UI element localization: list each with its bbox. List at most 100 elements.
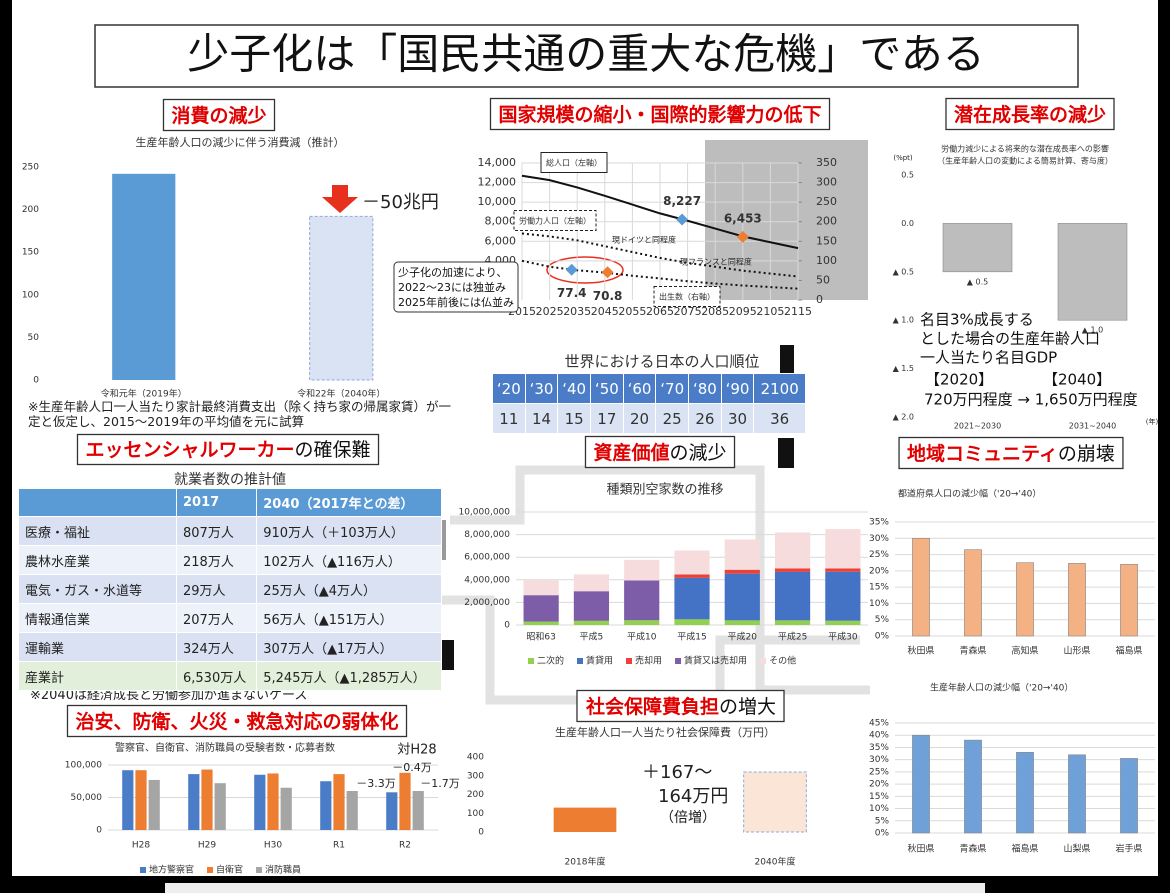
bar: [1120, 758, 1138, 834]
line-series: [521, 232, 799, 278]
rank-table: ‘20 ‘30 ‘40 ‘50 ‘60 ‘70 ‘80 ‘90 2100 11 14 15 17 20 25…: [492, 373, 806, 434]
rank-cell: 11: [492, 403, 526, 434]
heading-text: 消費の減少: [171, 104, 266, 127]
bar: [1057, 223, 1128, 321]
y-tick-label: 0: [504, 621, 510, 631]
y-tick-label: 10%: [869, 804, 889, 814]
annotation: ＋167～: [642, 762, 712, 783]
y-tick-label: 300: [467, 771, 484, 781]
legend-swatch: [626, 658, 633, 664]
bar-segment: [825, 620, 861, 625]
legend-label: 自衛官: [216, 864, 243, 876]
worker-cell: 102万人（▲116万人）: [256, 545, 442, 575]
bar: [942, 223, 1013, 273]
bar: [412, 791, 424, 830]
decor-block: [780, 345, 794, 373]
gdp-note-amounts: 720万円程度 → 1,650万円程度: [924, 391, 1138, 409]
y-tick-label: 100,000: [65, 761, 102, 771]
bottom-bar: [165, 883, 985, 893]
y-tick-label: 35%: [869, 743, 889, 753]
heading-box: [898, 436, 1124, 470]
bar: [214, 783, 226, 830]
rank-header: ‘40: [557, 373, 592, 404]
annotation: （倍増）: [660, 810, 716, 826]
x-tick-label: 令和22年（2040年）: [297, 388, 385, 400]
bar: [386, 792, 398, 830]
table-note: ※2040は経済成長と労働参加が進まないケース: [30, 688, 308, 703]
x-tick-label: 2065: [646, 305, 674, 318]
annotation: 現ドイツと同程度: [612, 235, 676, 245]
heading-box: [576, 689, 785, 723]
bar-segment: [674, 574, 710, 578]
x-tick-label: 平成15: [677, 631, 706, 643]
x-tick-label: 2025: [536, 305, 564, 318]
legend-label: 二次的: [537, 655, 564, 667]
heading-text: 資産価値: [593, 441, 669, 464]
rank-cell: 26: [688, 403, 722, 434]
worker-cell: 29万人: [175, 574, 258, 604]
y-tick-label: 35%: [869, 518, 889, 528]
heading-box: [66, 704, 408, 738]
marker: [736, 230, 749, 243]
worker-header-row: 2017 2040（2017年との差）: [18, 488, 442, 517]
bar-segment: [825, 568, 861, 572]
legend-swatch: [760, 658, 767, 664]
worker-cell: 産業計: [18, 661, 177, 691]
y-tick-label: 20%: [869, 780, 889, 790]
chart-note: ※生産年齢人口一人当たり家計最終消費支出（除く持ち家の帰属家賃）が一定と仮定し、…: [28, 399, 451, 429]
section-heading: 国家規模の縮小・国際的影響力の低下: [498, 103, 821, 126]
heading-suffix: の増大: [719, 696, 776, 718]
y-tick-label: 2,000,000: [464, 598, 510, 608]
y-tick-label: 45%: [869, 719, 889, 729]
marker: [601, 266, 614, 279]
annotation: 対H28: [397, 743, 436, 758]
section-heading: 潜在成長率の減少: [954, 103, 1106, 126]
rank-header: 2100: [753, 373, 806, 404]
bar-segment: [724, 539, 760, 570]
y-tick-label: 25%: [869, 767, 889, 777]
bar: [148, 779, 160, 830]
y-tick-label: 150: [22, 248, 39, 258]
x-tick-label: R2: [399, 841, 411, 851]
worker-cell: 農林水産業: [18, 545, 177, 575]
y-tick-label: 0%: [875, 632, 890, 642]
y-tick-label: 0.5: [901, 171, 914, 180]
worker-cell: 運輸業: [18, 632, 177, 662]
annotation: (年): [1146, 417, 1159, 426]
bar: [1068, 754, 1086, 834]
worker-header: 2017: [175, 488, 258, 517]
x-tick-label: 2105: [756, 305, 784, 318]
rank-header: ‘30: [524, 373, 559, 404]
worker-row: 産業計 6,530万人 5,245万人（▲1,285万人）: [18, 661, 442, 691]
y-tick-label: 0: [478, 828, 484, 838]
y-tick-label: 25%: [869, 550, 889, 560]
y-tick-label: 30%: [869, 534, 889, 544]
down-arrow: [322, 185, 358, 213]
x-tick-label: 平成25: [778, 631, 807, 643]
y2-tick-label: 100: [816, 254, 837, 267]
x-tick-label: 2031~2040: [1069, 422, 1116, 431]
y-tick-label: 14,000: [478, 156, 517, 169]
x-tick-label: 岩手県: [1115, 843, 1142, 855]
chart-title: 労働力減少による将来的な潜在成長率への影響: [941, 144, 1109, 154]
y-tick-label: ▲ 2.0: [893, 413, 914, 422]
y-tick-label: 12,000: [478, 176, 517, 189]
worker-header-blank: [18, 488, 177, 517]
y-tick-label: 50: [28, 333, 40, 343]
callout-line: 2022～23には独並み: [398, 280, 506, 294]
bar: [135, 770, 147, 830]
y-tick-label: 6,000,000: [464, 553, 510, 563]
x-tick-label: 2085: [701, 305, 729, 318]
bar: [964, 549, 982, 637]
x-tick-label: 2045: [591, 305, 619, 318]
x-tick-label: 昭和63: [526, 632, 555, 643]
legend-swatch: [207, 867, 214, 873]
decor-block: [778, 438, 794, 468]
x-tick-label: 平成30: [828, 631, 858, 643]
y2-tick-label: 0: [816, 293, 823, 306]
x-tick-label: 2035: [563, 305, 591, 318]
y-tick-label: 100: [22, 290, 39, 300]
y-tick-label: 10,000,000: [458, 508, 510, 518]
